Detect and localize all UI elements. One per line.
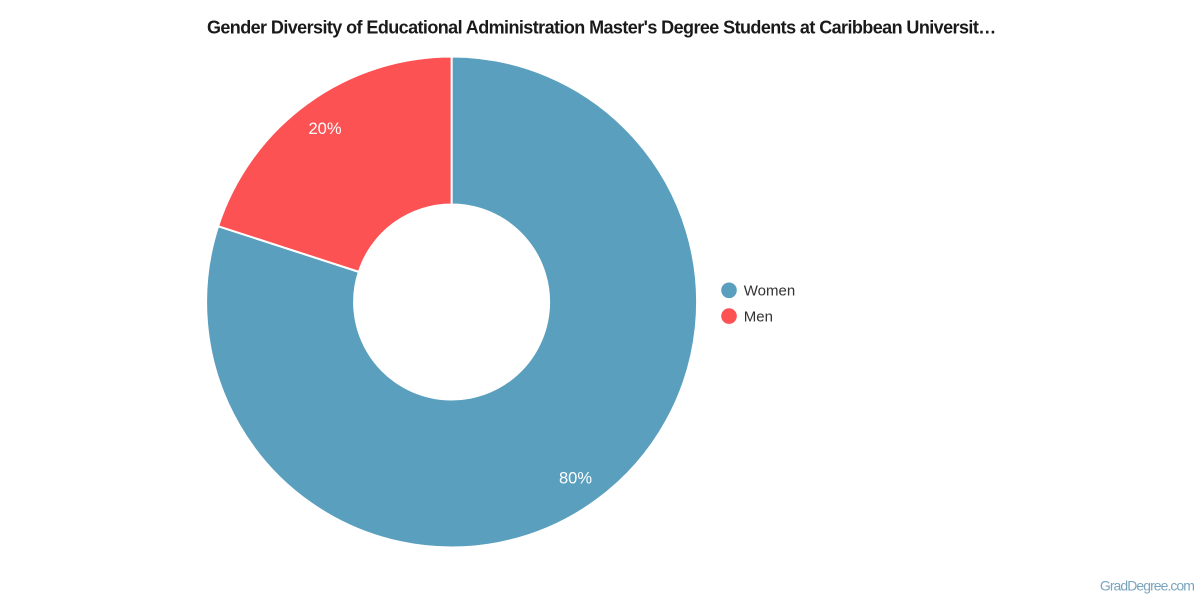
svg-text:20%: 20% (308, 120, 341, 138)
svg-text:Gender Diversity of Educationa: Gender Diversity of Educational Administ… (207, 17, 996, 37)
svg-text:80%: 80% (559, 469, 592, 487)
svg-text:Men: Men (744, 309, 773, 326)
svg-text:GradDegree.com: GradDegree.com (1100, 578, 1194, 594)
svg-text:Women: Women (744, 283, 795, 300)
